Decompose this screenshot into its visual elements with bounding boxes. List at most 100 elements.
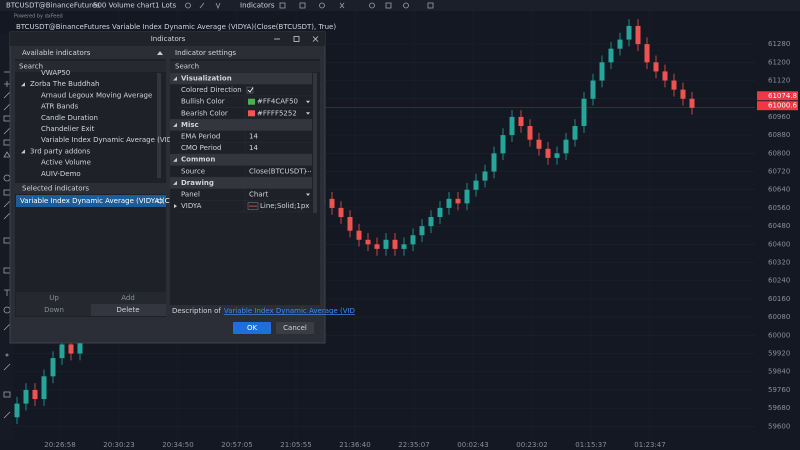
delete-button[interactable]: Delete	[117, 306, 140, 314]
candle-body	[365, 239, 371, 245]
price-axis	[755, 11, 800, 450]
candle-body	[518, 116, 524, 127]
dropdown-arrow[interactable]	[306, 100, 310, 104]
y-tick-label: 60080	[768, 313, 790, 321]
candle-body	[32, 389, 38, 400]
candle-body	[50, 358, 56, 377]
price-marker-bg	[757, 91, 798, 101]
property-value[interactable]: 14	[249, 133, 258, 141]
y-tick-label: 60320	[768, 259, 790, 267]
x-tick-label: 21:05:55	[280, 441, 311, 449]
candle-body	[392, 239, 398, 249]
y-tick-label: 60960	[768, 113, 790, 121]
indicator-item[interactable]: VWAP50	[41, 69, 70, 77]
settings-search-bg[interactable]	[170, 61, 320, 72]
maximize-button[interactable]	[293, 36, 300, 42]
add-button-bg[interactable]	[91, 292, 166, 304]
dropdown-arrow[interactable]	[306, 112, 310, 115]
candle-body	[23, 389, 29, 404]
indicator-item[interactable]: Zorba The Buddhah	[30, 80, 99, 88]
indicator-item[interactable]: Arnaud Legoux Moving Average	[41, 91, 152, 99]
x-tick-label: 20:26:58	[44, 441, 75, 449]
y-tick-label: 60640	[768, 186, 790, 194]
scrollbar[interactable]	[157, 73, 161, 178]
indicator-item[interactable]: Active Volume	[41, 159, 91, 167]
group-arrow	[21, 82, 25, 87]
toolbar	[0, 0, 800, 11]
ok-button-bg[interactable]	[233, 322, 271, 334]
property-value[interactable]: Close(BTCUSDT)	[249, 167, 307, 175]
group-arrow	[21, 149, 25, 154]
candle-body	[626, 25, 632, 40]
selected-item[interactable]: Variable Index Dynamic Average (VIDYA)(C…	[20, 197, 190, 205]
settings-scrollbar[interactable]	[313, 73, 317, 213]
settings-header-bg	[170, 47, 320, 59]
chart-legend: BTCUSDT@BinanceFutures Variable Index Dy…	[16, 23, 336, 31]
candle-body	[527, 126, 533, 140]
group-row-bg	[170, 72, 312, 85]
indicators-button[interactable]: Indicators	[240, 2, 275, 10]
candle-body	[464, 189, 470, 204]
ellipsis-button[interactable]: ⋯	[305, 167, 312, 175]
checkbox[interactable]	[246, 86, 254, 94]
selected-header: Selected indicators	[22, 185, 89, 193]
lots[interactable]: 1 Lots	[155, 2, 176, 10]
available-list: VWAP50 Zorba The Buddhah Arnaud Legoux Mov…	[21, 69, 183, 178]
candle-body	[482, 171, 488, 181]
property-label: EMA Period	[181, 133, 220, 141]
available-search[interactable]: Search	[19, 63, 43, 71]
price-marker-label: 61074.8	[768, 92, 797, 100]
indicator-item[interactable]: AUIV-Demo	[41, 170, 81, 178]
property-value[interactable]: Line;Solid;1px	[260, 202, 309, 210]
candle-body	[455, 198, 461, 204]
property-value[interactable]: 14	[249, 144, 258, 152]
candle-body	[383, 239, 389, 249]
down-button[interactable]: Down	[44, 306, 64, 314]
color-swatch[interactable]	[248, 98, 255, 105]
visibility-icon[interactable]	[156, 198, 164, 204]
x-tick-label: 00:02:43	[457, 441, 488, 449]
candle-body	[356, 230, 362, 240]
up-button-bg[interactable]	[16, 292, 91, 304]
indicator-item[interactable]: Candle Duration	[41, 114, 98, 122]
property-label: Bearish Color	[181, 109, 228, 117]
y-tick-label: 61120	[768, 77, 790, 85]
candle-body	[617, 39, 623, 49]
settings-header: Indicator settings	[175, 49, 236, 57]
ok-button[interactable]: OK	[247, 324, 258, 332]
x-tick-label: 22:35:07	[398, 441, 429, 449]
property-grid: Visualization Colored Direction Bullish Co…	[170, 72, 312, 213]
description-link[interactable]: Variable Index Dynamic Average (VID	[224, 307, 355, 315]
indicator-item[interactable]: 3rd party addons	[30, 147, 90, 155]
candle-body	[653, 62, 659, 72]
candle-body	[689, 98, 695, 108]
close-button[interactable]	[312, 36, 319, 42]
group-arrow	[173, 157, 177, 162]
symbol[interactable]: BTCUSDT@BinanceFutures	[6, 2, 100, 10]
x-tick-label: 00:23:02	[516, 441, 547, 449]
group-label: Drawing	[181, 179, 214, 187]
y-tick-label: 60880	[768, 131, 790, 139]
color-swatch[interactable]	[248, 110, 255, 117]
up-button[interactable]: Up	[49, 294, 59, 302]
property-value[interactable]: #FF4CAF50	[257, 98, 298, 106]
available-search-bg[interactable]	[15, 61, 166, 72]
chart-type[interactable]: 500 Volume chart	[93, 2, 155, 10]
down-button-bg[interactable]	[16, 304, 91, 316]
indicator-item[interactable]: Chandelier Exit	[41, 125, 95, 133]
indicator-item[interactable]: ATR Bands	[41, 103, 79, 111]
cancel-button-bg[interactable]	[276, 322, 314, 334]
cancel-button[interactable]: Cancel	[283, 324, 307, 332]
dropdown-arrow[interactable]	[306, 193, 310, 197]
add-button[interactable]: Add	[121, 294, 135, 302]
property-value[interactable]: #FFFF5252	[257, 109, 297, 117]
indicator-item[interactable]: Variable Index Dynamic Average (VIDYA)	[41, 136, 183, 144]
selected-row-bg[interactable]	[16, 195, 166, 207]
property-label: Source	[181, 167, 205, 175]
property-label: Bullish Color	[181, 98, 225, 106]
delete-button-bg[interactable]	[91, 304, 166, 316]
property-value[interactable]: Chart	[249, 191, 268, 199]
candle-body	[473, 180, 479, 190]
settings-search[interactable]: Search	[175, 63, 199, 71]
collapse-button[interactable]	[157, 51, 163, 55]
